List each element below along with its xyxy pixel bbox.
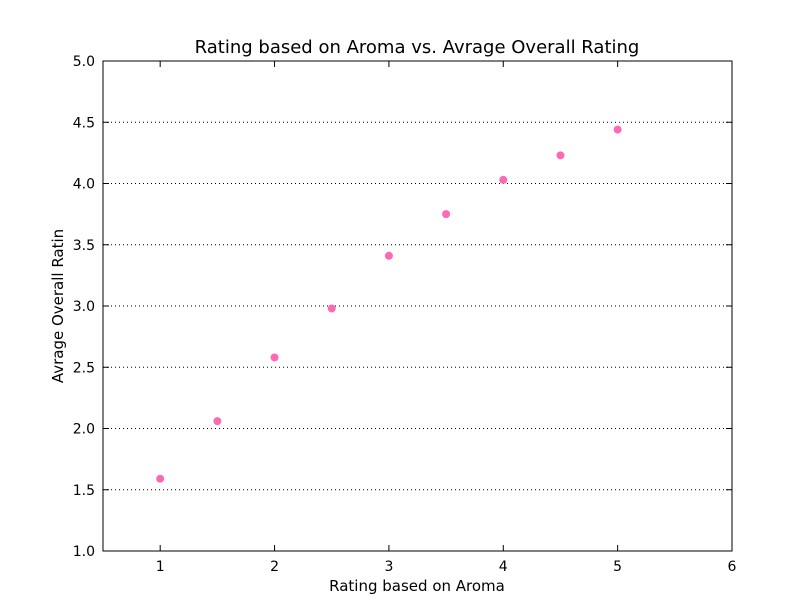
y-tick-label: 1.0 [73, 544, 95, 560]
y-tick-label: 2.5 [73, 360, 95, 376]
x-tick-label: 6 [728, 559, 737, 575]
y-tick-label: 2.0 [73, 422, 95, 438]
data-point [613, 125, 622, 134]
x-tick-label: 2 [270, 559, 279, 575]
y-tick-label: 4.5 [73, 115, 95, 131]
y-tick-label: 3.0 [73, 299, 95, 315]
x-tick-label: 3 [384, 559, 393, 575]
plot-frame [102, 60, 733, 552]
data-point [499, 175, 508, 184]
data-point [556, 151, 565, 160]
data-point [384, 251, 393, 260]
axis-ticks: 1.0 1.5 2.0 2.5 3.0 3.5 4.0 4.5 5.0 1 2 3 4 5 6 [73, 54, 737, 575]
y-tick-label: 5.0 [73, 54, 95, 70]
data-point [442, 210, 451, 219]
y-tick-label: 4.0 [73, 177, 95, 193]
data-point [156, 474, 165, 483]
chart-title: Rating based on Aroma vs. Avrage Overall… [195, 37, 640, 58]
y-axis-label: Avrage Overall Ratin [49, 229, 67, 383]
y-tick-label: 3.5 [73, 238, 95, 254]
grid-lines [103, 60, 732, 552]
x-axis-label: Rating based on Aroma [329, 577, 505, 595]
data-point [213, 417, 222, 426]
x-tick-label: 5 [613, 559, 622, 575]
data-point [270, 353, 279, 362]
data-points [156, 125, 622, 483]
x-tick-label: 1 [156, 559, 165, 575]
data-point [327, 304, 336, 313]
y-tick-label: 1.5 [73, 483, 95, 499]
x-tick-label: 4 [499, 559, 508, 575]
